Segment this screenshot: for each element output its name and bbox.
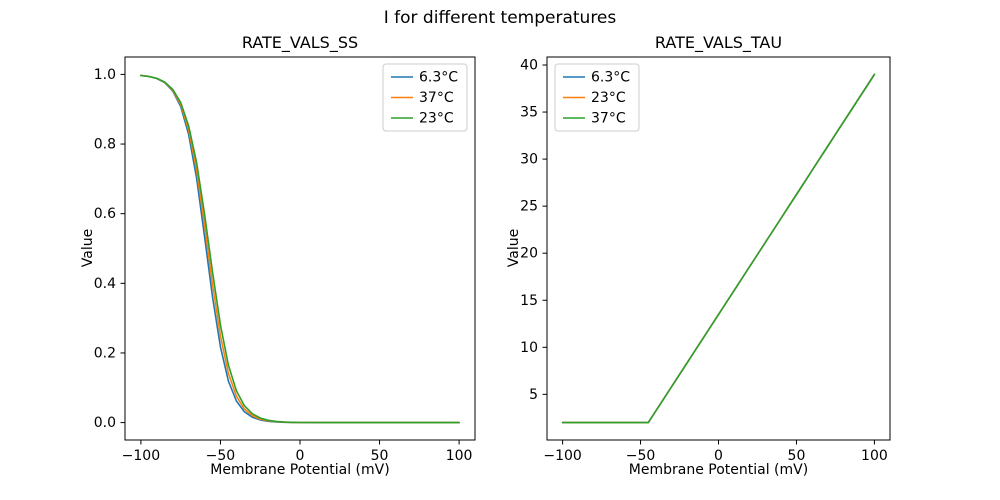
figure-title: I for different temperatures [383,8,617,28]
plot-canvas-tau: −100 −50 0 50 100 5 10 15 20 25 30 35 40 6.3°C 23°C 37°… [520,56,891,464]
x-tick-label: 0 [714,448,723,464]
legend-label: 37°C [419,90,454,106]
x-tick-label: −100 [543,448,581,464]
y-tick-label: 0.6 [94,206,116,222]
y-tick-label: 1.0 [94,67,116,83]
chart-title-tau: RATE_VALS_TAU [654,33,783,52]
x-tick-label: −100 [122,448,160,464]
x-axis-label-ss: Membrane Potential (mV) [210,462,390,478]
legend-label: 23°C [419,111,454,127]
y-tick-label: 5 [529,387,538,403]
legend-box [554,63,640,132]
chart-rate-vals-tau: RATE_VALS_TAU Value Membrane Potential (… [500,0,1000,500]
y-tick-label: 0.8 [94,137,116,153]
series-line-23°C [140,74,460,424]
y-tick-label: 10 [520,340,538,356]
plot-canvas-ss: −100 −50 0 50 100 0.0 0.2 0.4 0.6 0.8 1.0 6.3°C 37°C… [94,56,476,464]
x-tick-label: 50 [371,448,389,464]
x-tick-label: −50 [206,448,236,464]
x-tick-label: 100 [446,448,473,464]
axes-frame [546,56,891,441]
y-tick-label: 0.4 [94,276,116,292]
x-axis-label-tau: Membrane Potential (mV) [628,462,809,478]
y-tick-label: 20 [520,246,538,262]
chart-rate-vals-ss: RATE_VALS_SS Value Membrane Potential (m… [80,33,476,478]
legend-box [382,63,468,132]
x-tick-label: −50 [626,448,656,464]
y-tick-label: 0.0 [94,415,116,431]
y-tick-label: 35 [520,105,538,121]
chart-title-ss: RATE_VALS_SS [241,33,359,52]
x-tick-label: 100 [861,448,888,464]
y-tick-label: 40 [520,57,538,73]
legend-label: 6.3°C [591,70,630,86]
y-tick-label: 0.2 [94,345,116,361]
y-tick-label: 30 [520,152,538,168]
series-line-37°C [561,73,876,424]
legend-label: 37°C [591,111,626,127]
x-tick-label: 50 [788,448,806,464]
legend-label: 23°C [591,90,626,106]
x-tick-label: 0 [296,448,305,464]
y-tick-label: 15 [520,293,538,309]
axes-frame [124,56,476,441]
legend-label: 6.3°C [419,70,458,86]
y-tick-label: 25 [520,199,538,215]
